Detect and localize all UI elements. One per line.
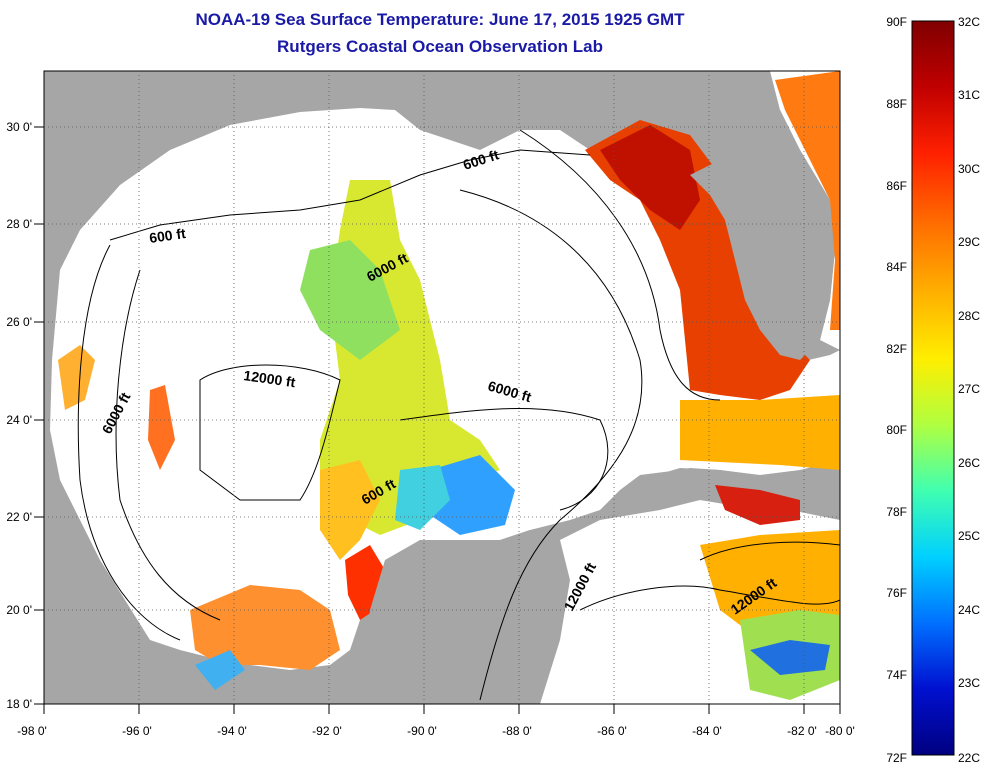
sst-caribbean-blue (750, 640, 830, 675)
colorbar-f-label: 72F (886, 751, 907, 765)
colorbar-c-labels: 32C 31C 30C 29C 28C 27C 26C 25C 24C 23C … (958, 15, 980, 765)
x-tick: -86 0' (597, 724, 627, 738)
sst-southwest (190, 585, 340, 670)
tick-marks (34, 126, 841, 714)
colorbar-f-label: 74F (886, 668, 907, 682)
map-title: NOAA-19 Sea Surface Temperature: June 17… (195, 10, 685, 29)
y-tick: 18 0' (6, 697, 32, 711)
sst-yucatan-cyan (395, 465, 450, 530)
y-axis-labels: 30 0' 28 0' 26 0' 24 0' 22 0' 20 0' 18 0… (6, 120, 32, 711)
colorbar-f-label: 80F (886, 423, 907, 437)
colorbar-c-label: 26C (958, 456, 980, 470)
sst-florida-hot (600, 125, 700, 230)
contour-label: 12000 ft (243, 367, 297, 390)
y-tick: 20 0' (6, 603, 32, 617)
sst-western-red (148, 385, 175, 470)
colorbar-f-label: 82F (886, 342, 907, 356)
sst-atlantic (775, 71, 840, 330)
colorbar-f-labels: 90F 88F 86F 84F 82F 80F 78F 76F 74F 72F (886, 15, 907, 765)
colorbar-c-label: 30C (958, 162, 980, 176)
contour-label: 600 ft (148, 225, 187, 246)
y-tick: 30 0' (6, 120, 32, 134)
sst-campeche-yellow (320, 460, 380, 560)
colorbar-f-label: 84F (886, 260, 907, 274)
x-axis-labels: -98 0' -96 0' -94 0' -92 0' -90 0' -88 0… (17, 724, 855, 738)
sst-cuba-red (715, 485, 800, 525)
x-tick: -92 0' (312, 724, 342, 738)
sst-green-patch (300, 240, 400, 360)
colorbar-f-label: 88F (886, 97, 907, 111)
yucatan-land (365, 530, 570, 704)
x-tick: -98 0' (17, 724, 47, 738)
y-tick: 22 0' (6, 510, 32, 524)
colorbar-f-label: 86F (886, 179, 907, 193)
sst-texas-strip (58, 345, 95, 410)
map-frame (43, 70, 841, 705)
colorbar-c-label: 23C (958, 676, 980, 690)
colorbar (911, 20, 955, 756)
colorbar-f-label: 78F (886, 505, 907, 519)
x-tick: -80 0' (825, 724, 855, 738)
colorbar-c-label: 32C (958, 15, 980, 29)
florida-land (690, 110, 835, 360)
colorbar-c-label: 27C (958, 382, 980, 396)
y-tick: 24 0' (6, 413, 32, 427)
gridlines (44, 71, 840, 704)
colorbar-c-label: 24C (958, 603, 980, 617)
x-tick: -88 0' (502, 724, 532, 738)
colorbar-f-label: 90F (886, 15, 907, 29)
colorbar-c-label: 29C (958, 235, 980, 249)
colorbar-c-label: 22C (958, 751, 980, 765)
sst-yucatan-blue (430, 455, 515, 535)
y-tick: 26 0' (6, 315, 32, 329)
gulf-water (50, 108, 840, 670)
y-tick: 28 0' (6, 217, 32, 231)
x-tick: -94 0' (217, 724, 247, 738)
sst-straits (680, 395, 840, 470)
x-tick: -82 0' (787, 724, 817, 738)
x-tick: -96 0' (122, 724, 152, 738)
map-subtitle: Rutgers Coastal Ocean Observation Lab (277, 37, 603, 56)
x-tick: -90 0' (407, 724, 437, 738)
colorbar-c-label: 25C (958, 529, 980, 543)
colorbar-c-label: 28C (958, 309, 980, 323)
contour-lines (77, 129, 840, 701)
sst-southwest-blue (195, 650, 245, 690)
colorbar-c-label: 31C (958, 88, 980, 102)
colorbar-f-label: 76F (886, 586, 907, 600)
x-tick: -84 0' (692, 724, 722, 738)
